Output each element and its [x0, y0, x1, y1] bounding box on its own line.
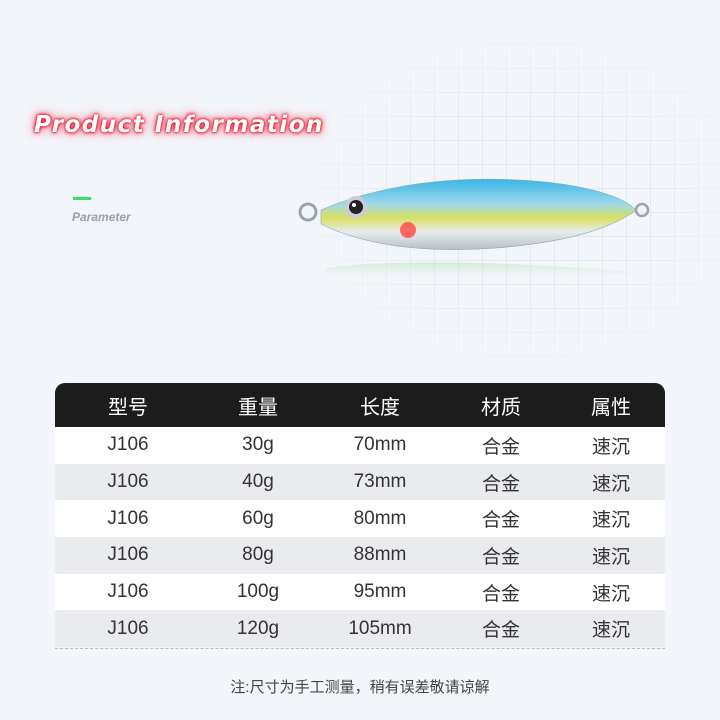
table-cell: 合金	[481, 473, 520, 495]
table-cell: J106	[107, 581, 149, 603]
table-cell: 95mm	[353, 581, 407, 603]
footnote: 注:尺寸为手工测量，稍有误差敬请谅解	[230, 679, 490, 696]
table-cell: 120g	[236, 617, 280, 639]
table-cell: 合金	[481, 546, 520, 568]
table-cell: 40g	[242, 471, 274, 493]
table-cell: 73mm	[353, 471, 407, 493]
column-header: 长度	[360, 396, 400, 419]
table-cell: 合金	[481, 620, 520, 642]
table-cell: 100g	[236, 581, 280, 603]
table-cell: J106	[107, 617, 149, 639]
table-cell: 88mm	[353, 544, 407, 566]
table-cell: 合金	[481, 436, 520, 458]
table-cell: 合金	[481, 510, 520, 532]
table-cell: 速沉	[591, 546, 630, 568]
table-row: J106 80g 88mm 合金 速沉	[55, 537, 665, 574]
table-row: J106 60g 80mm 合金 速沉	[55, 500, 665, 538]
table-row: J106 120g 105mm 合金 速沉	[55, 610, 665, 648]
table-cell: 速沉	[591, 510, 630, 532]
page-title: Product Information	[34, 112, 324, 138]
table-cell: 70mm	[353, 434, 407, 456]
column-header: 型号	[108, 396, 148, 419]
table-cell: 速沉	[591, 620, 630, 642]
lure-image	[298, 178, 650, 283]
table-row: J106 40g 73mm 合金 速沉	[55, 463, 665, 501]
subtitle: Parameter	[72, 210, 131, 224]
table-cell: 105mm	[348, 617, 412, 639]
table-header: 型号 重量 长度 材质 属性	[55, 383, 665, 427]
divider	[55, 648, 665, 649]
table-cell: 80g	[242, 544, 274, 566]
table-cell: 80mm	[353, 507, 407, 529]
table-cell: J106	[107, 434, 149, 456]
spec-table: 型号 重量 长度 材质 属性 J106 30g 70mm 合金 速沉 J106 40g 73m…	[55, 383, 665, 648]
table-cell: 30g	[242, 434, 274, 456]
table-cell: 速沉	[591, 473, 630, 495]
column-header: 材质	[481, 396, 521, 419]
table-row: J106 100g 95mm 合金 速沉	[55, 573, 665, 611]
column-header: 属性	[591, 396, 631, 419]
accent-dash	[73, 197, 91, 200]
table-cell: J106	[107, 471, 149, 493]
column-header: 重量	[238, 396, 278, 419]
table-cell: 合金	[481, 583, 520, 605]
table-cell: 速沉	[591, 583, 630, 605]
table-cell: 60g	[242, 507, 274, 529]
table-cell: J106	[107, 544, 149, 566]
table-cell: J106	[107, 507, 149, 529]
table-row: J106 30g 70mm 合金 速沉	[55, 427, 665, 464]
table-cell: 速沉	[591, 436, 630, 458]
